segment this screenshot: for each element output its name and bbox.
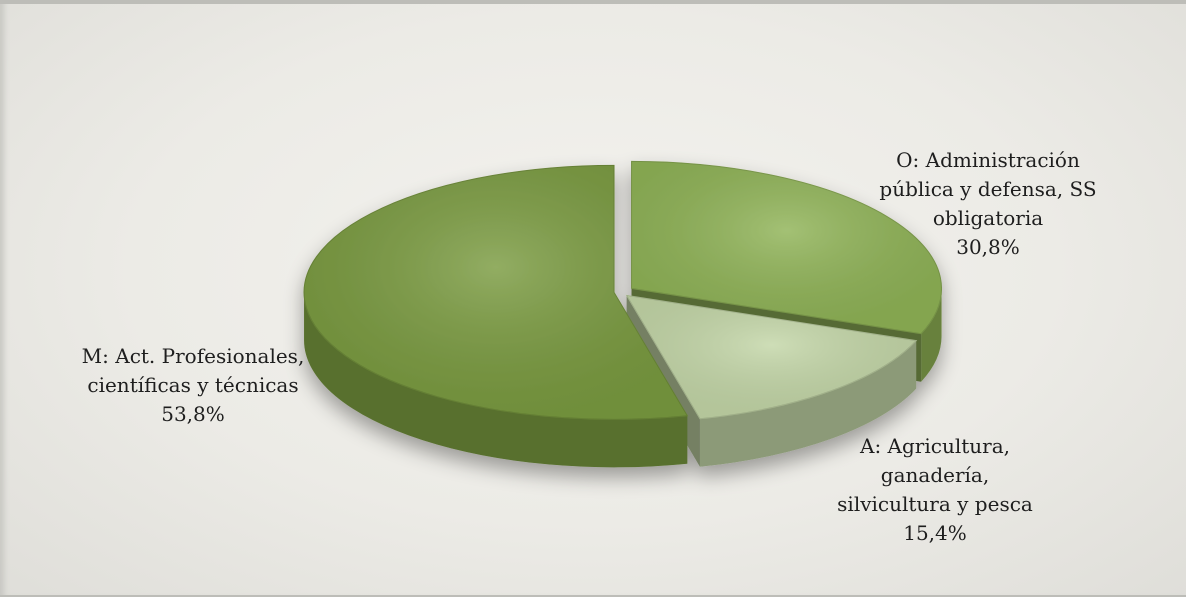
slice-label-m-category: M: Act. Profesionales, científicas y téc… [81, 344, 305, 397]
slice-label-o-category: O: Administración pública y defensa, SS … [879, 148, 1097, 230]
pie-slice-o-highlight [631, 161, 942, 334]
pie-slice-a-side [699, 340, 917, 467]
slice-label-o-value: 30,8% [956, 235, 1020, 259]
pie-slice-m-highlight [304, 165, 688, 420]
slice-label-a: A: Agricultura, ganadería, silvicultura … [825, 432, 1045, 548]
pie-slice-a-highlight [626, 295, 917, 419]
pie-slice-m-side [304, 292, 688, 468]
slice-label-m: M: Act. Profesionales, científicas y téc… [58, 342, 328, 429]
slice-label-o: O: Administración pública y defensa, SS … [858, 146, 1118, 262]
slice-label-a-value: 15,4% [903, 521, 967, 545]
slice-label-m-value: 53,8% [161, 402, 225, 426]
slice-label-a-category: A: Agricultura, ganadería, silvicultura … [837, 434, 1033, 516]
